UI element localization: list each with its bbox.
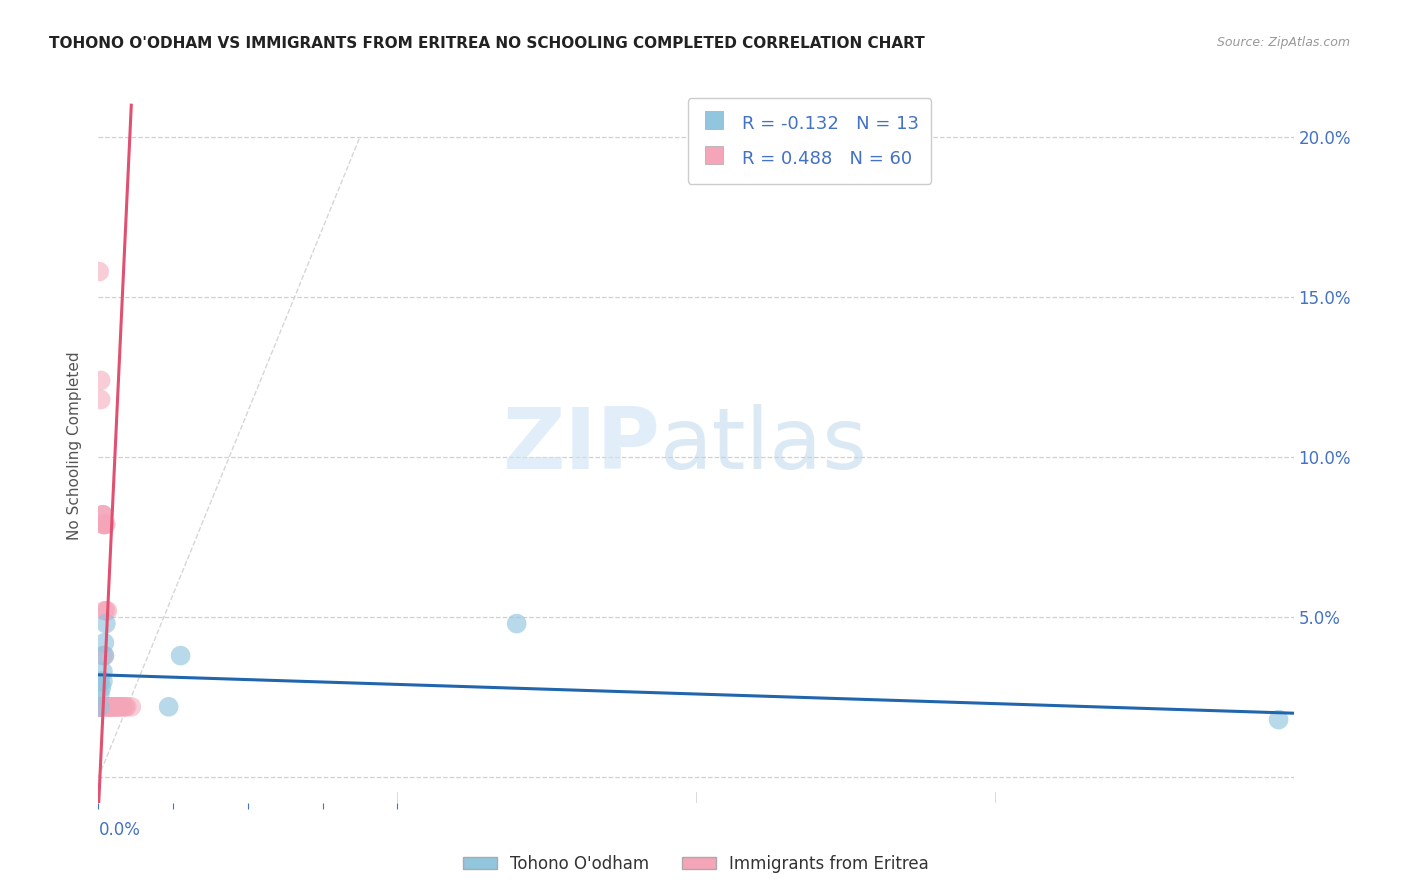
Legend: Tohono O'odham, Immigrants from Eritrea: Tohono O'odham, Immigrants from Eritrea <box>457 848 935 880</box>
Point <box>506 616 529 631</box>
Point <box>105 699 128 714</box>
Point <box>90 699 112 714</box>
Point <box>90 392 112 407</box>
Text: 0.0%: 0.0% <box>98 822 141 839</box>
Point <box>90 681 112 695</box>
Point <box>89 699 111 714</box>
Point <box>108 699 131 714</box>
Point <box>94 616 117 631</box>
Point <box>101 699 124 714</box>
Point <box>89 699 111 714</box>
Point <box>115 699 138 714</box>
Text: ZIP: ZIP <box>502 404 661 488</box>
Point <box>89 699 111 714</box>
Y-axis label: No Schooling Completed: No Schooling Completed <box>67 351 83 541</box>
Point <box>96 699 118 714</box>
Point <box>112 699 135 714</box>
Point <box>94 604 117 618</box>
Point <box>96 699 118 714</box>
Point <box>93 648 115 663</box>
Point <box>104 699 127 714</box>
Point <box>90 699 112 714</box>
Point <box>93 517 115 532</box>
Point <box>97 699 120 714</box>
Point <box>89 699 111 714</box>
Point <box>97 699 120 714</box>
Point <box>91 508 114 522</box>
Point <box>98 699 122 714</box>
Point <box>93 636 115 650</box>
Point <box>91 508 114 522</box>
Point <box>90 373 112 387</box>
Point <box>90 699 112 714</box>
Point <box>91 674 114 689</box>
Point <box>89 674 111 689</box>
Point <box>89 687 111 701</box>
Point <box>91 508 114 522</box>
Point <box>89 264 111 278</box>
Point <box>89 699 111 714</box>
Legend: R = -0.132   N = 13, R = 0.488   N = 60: R = -0.132 N = 13, R = 0.488 N = 60 <box>688 98 931 184</box>
Text: atlas: atlas <box>661 404 868 488</box>
Point <box>89 699 111 714</box>
Point <box>96 604 118 618</box>
Point <box>103 699 125 714</box>
Point <box>89 699 111 714</box>
Point <box>101 699 124 714</box>
Point <box>89 699 111 714</box>
Point <box>90 699 112 714</box>
Point <box>89 699 111 714</box>
Point <box>90 699 112 714</box>
Point <box>91 517 114 532</box>
Point <box>107 699 129 714</box>
Text: Source: ZipAtlas.com: Source: ZipAtlas.com <box>1216 36 1350 49</box>
Point <box>89 699 111 714</box>
Point <box>93 648 115 663</box>
Text: TOHONO O'ODHAM VS IMMIGRANTS FROM ERITREA NO SCHOOLING COMPLETED CORRELATION CHA: TOHONO O'ODHAM VS IMMIGRANTS FROM ERITRE… <box>49 36 925 51</box>
Point <box>94 517 117 532</box>
Point <box>89 699 111 714</box>
Point <box>110 699 132 714</box>
Point <box>89 699 111 714</box>
Point <box>98 699 122 714</box>
Point <box>1267 713 1289 727</box>
Point <box>89 699 111 714</box>
Point <box>94 699 117 714</box>
Point <box>89 699 111 714</box>
Point <box>111 699 134 714</box>
Point <box>105 699 128 714</box>
Point <box>120 699 142 714</box>
Point <box>91 648 114 663</box>
Point <box>114 699 136 714</box>
Point <box>90 699 112 714</box>
Point <box>157 699 180 714</box>
Point <box>89 699 111 714</box>
Point <box>93 517 115 532</box>
Point <box>93 517 115 532</box>
Point <box>91 665 114 679</box>
Point <box>90 699 112 714</box>
Point <box>93 604 115 618</box>
Point <box>90 699 112 714</box>
Point <box>89 699 111 714</box>
Point <box>169 648 191 663</box>
